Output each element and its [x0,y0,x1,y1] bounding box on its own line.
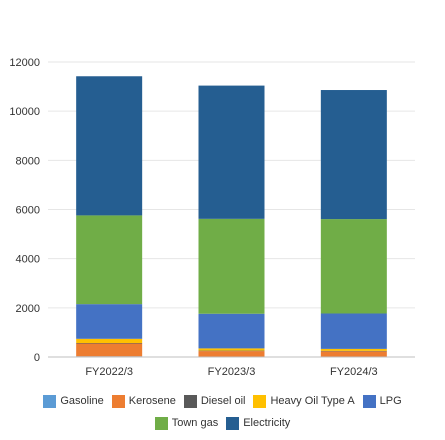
legend-item: Kerosene [111,394,176,408]
bar-segment-heavy-oil-type-a [76,338,143,343]
legend-item: Gasoline [43,394,104,408]
bar-segment-kerosene [198,351,265,357]
x-tick-label: FY2023/3 [208,366,256,378]
legend-label: Heavy Oil Type A [270,395,355,407]
legend-label: Town gas [171,417,219,429]
bar-segment-town-gas [198,218,265,314]
legend-swatch [253,394,267,408]
bar-segment-kerosene [320,351,387,357]
x-tick-label: FY2022/3 [85,366,133,378]
legend-label: Diesel oil [200,395,246,407]
legend-item: LPG [362,394,402,408]
bar-segment-lpg [320,313,387,349]
legend-row: Gasoline Kerosene Diesel oil Heavy Oil Type… [0,392,445,410]
bar-segment-electricity [76,76,143,216]
legend-item: Town gas [154,416,219,430]
y-tick-label: 6000 [16,205,40,217]
legend-swatch [43,394,57,408]
bar-segment-kerosene [76,343,143,357]
bar-segment-heavy-oil-type-a [320,348,387,351]
legend-label: Kerosene [128,395,176,407]
bar-segment-electricity [198,85,265,219]
y-axis-ticks: 0 2000 4000 6000 8000 10000 12000 [9,57,40,364]
legend-swatch [183,394,197,408]
legend-label: LPG [379,395,402,407]
x-axis-ticks: FY2022/3 FY2023/3 FY2024/3 [85,366,377,378]
y-tick-label: 12000 [9,57,40,69]
legend-swatch [111,394,125,408]
bar-segment-lpg [198,313,265,349]
legend-swatch [226,416,240,430]
x-tick-label: FY2024/3 [330,366,378,378]
y-tick-label: 2000 [16,303,40,315]
bars [76,76,387,357]
y-tick-label: 0 [34,352,40,364]
legend-item: Diesel oil [183,394,246,408]
bar-segment-lpg [76,304,143,339]
legend-label: Electricity [243,417,291,429]
legend-label: Gasoline [60,395,104,407]
legend-item: Electricity [226,416,291,430]
legend: Gasoline Kerosene Diesel oil Heavy Oil Type… [0,392,445,436]
y-tick-label: 10000 [9,106,40,118]
bar-segment-town-gas [76,215,143,305]
bar-segment-heavy-oil-type-a [198,348,265,351]
y-tick-label: 4000 [16,254,40,266]
bar-segment-electricity [320,90,387,220]
bar-segment-town-gas [320,219,387,314]
y-tick-label: 8000 [16,155,40,167]
legend-row: Town gas Electricity [0,414,445,432]
legend-swatch [362,394,376,408]
legend-item: Heavy Oil Type A [253,394,355,408]
legend-swatch [154,416,168,430]
